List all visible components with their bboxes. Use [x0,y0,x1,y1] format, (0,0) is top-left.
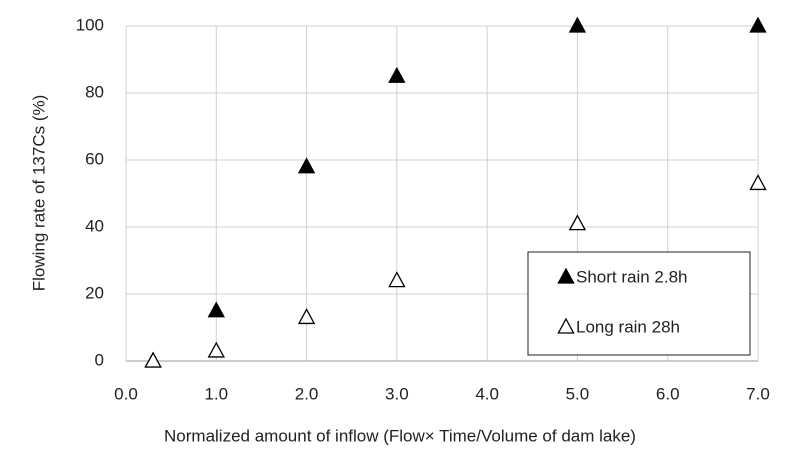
x-tick-label: 7.0 [746,384,770,403]
y-tick-label: 20 [85,283,104,302]
data-point [388,66,406,83]
y-axis-title: Flowing rate of 137Cs (%) [29,95,48,292]
legend-label: Short rain 2.8h [576,267,688,286]
x-tick-label: 0.0 [114,384,138,403]
legend-box [527,251,751,356]
data-point [749,16,767,33]
x-tick-label: 1.0 [204,384,228,403]
data-point [207,301,225,318]
legend-marker [557,267,575,284]
data-point [297,157,316,174]
x-tick-label: 2.0 [295,384,319,403]
y-tick-label: 60 [85,149,104,168]
x-tick-label: 4.0 [475,384,499,403]
data-point [297,308,316,325]
data-point [388,271,406,288]
data-point [749,174,767,191]
data-point [568,214,587,231]
data-point [207,341,225,358]
x-axis-title: Normalized amount of inflow (Flow× Time/… [164,426,636,445]
x-tick-label: 3.0 [385,384,409,403]
x-tick-label: 5.0 [566,384,590,403]
y-tick-label: 100 [76,15,104,34]
data-point [144,351,162,368]
legend-label: Long rain 28h [576,317,680,336]
y-tick-label: 40 [85,216,104,235]
legend-marker [557,317,575,334]
x-tick-label: 6.0 [656,384,680,403]
y-tick-label: 0 [95,350,104,369]
y-tick-label: 80 [85,82,104,101]
data-point [568,16,587,33]
